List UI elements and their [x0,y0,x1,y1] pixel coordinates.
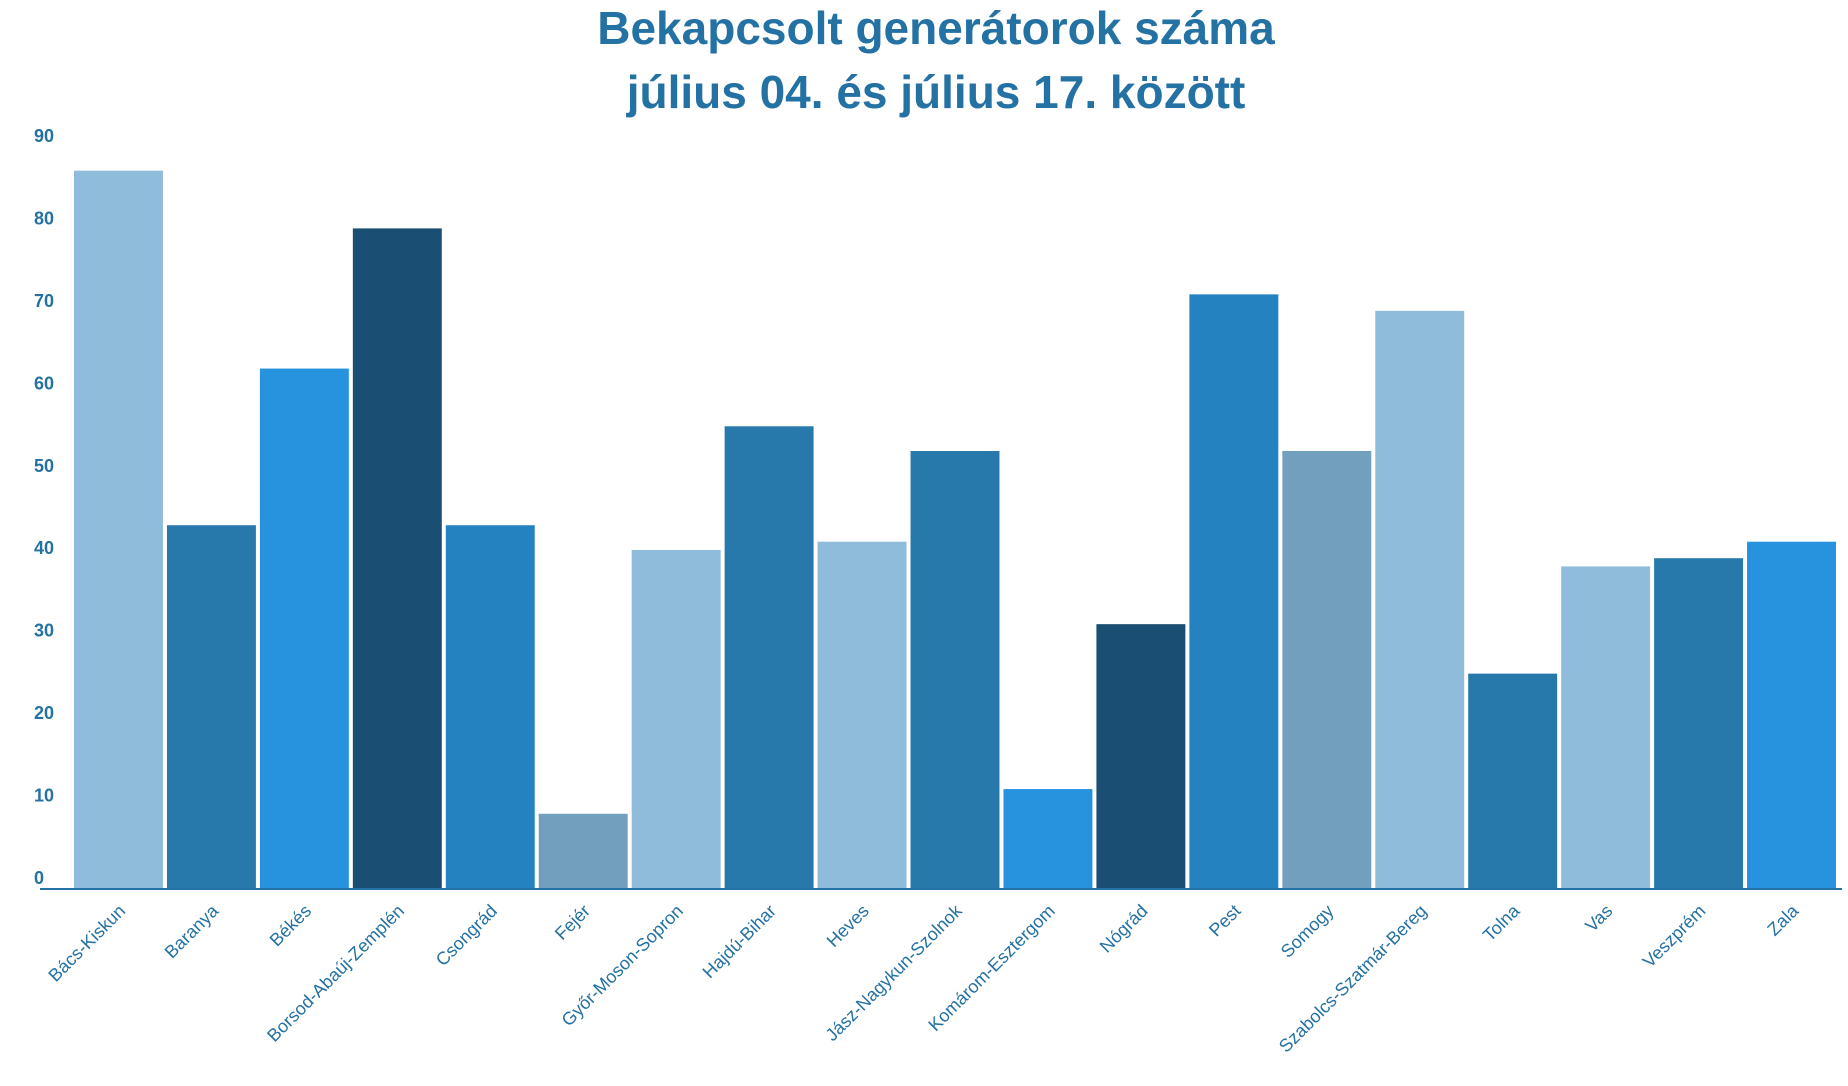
x-tick-label: Zala [1763,900,1803,940]
bar [1747,541,1836,888]
x-tick-label: Heves [823,901,873,951]
x-tick-label: Veszprém [1639,901,1710,972]
y-tick-label: 70 [34,291,54,311]
bar [166,525,256,888]
x-tick-label: Somogy [1277,901,1338,962]
y-tick-label: 90 [34,126,54,146]
bar [1282,451,1372,888]
bar [1468,673,1558,888]
bar [910,451,1000,888]
bar [352,228,442,888]
x-tick-label: Fejér [551,901,594,944]
bar [1003,789,1093,888]
x-tick-label: Tolna [1479,900,1524,945]
x-tick-label: Nógrád [1096,901,1152,957]
bar [538,813,628,888]
x-tick-label: Szabolcs-Szatmár-Bereg [1275,901,1431,1057]
x-tick-label: Békés [266,901,316,951]
bar [631,549,721,888]
x-tick-label: Pest [1205,901,1245,941]
bar [1654,558,1744,888]
chart-title: Bekapcsolt generátorok száma [597,2,1275,54]
bars [74,170,1836,889]
bar [1096,624,1186,888]
y-tick-label: 40 [34,538,54,558]
bar [74,170,163,888]
y-axis: 0 10 20 30 40 50 60 70 80 90 [34,126,54,888]
y-tick-label: 50 [34,456,54,476]
y-tick-label: 0 [34,868,44,888]
chart-subtitle: július 04. és július 17. között [626,66,1246,118]
x-tick-label: Csongrád [432,901,501,970]
x-axis: Bács-Kiskun Baranya BékésBorsod-Abaúj-Zemp… [44,900,1803,1056]
bar [817,541,907,888]
x-tick-label: Bács-Kiskun [44,901,129,986]
bar [1189,294,1279,888]
bar [259,368,349,888]
y-tick-label: 20 [34,703,54,723]
bar [1375,310,1465,889]
y-tick-label: 30 [34,621,54,641]
y-tick-label: 10 [34,786,54,806]
x-tick-label: Hajdú-Bihar [699,901,780,982]
bar [445,525,535,888]
bar [724,426,814,888]
y-tick-label: 60 [34,373,54,393]
bar [1561,566,1651,888]
x-tick-label: Baranya [161,900,223,962]
y-tick-label: 80 [34,208,54,228]
x-tick-label: Vas [1581,901,1616,936]
